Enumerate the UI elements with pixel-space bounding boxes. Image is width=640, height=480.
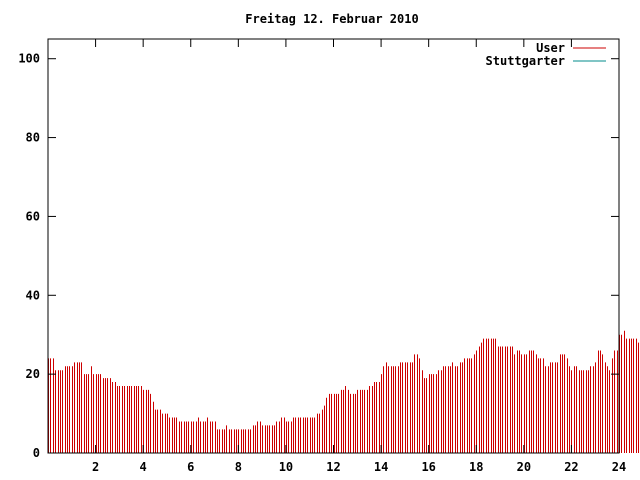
x-tick-label: 2 [92, 460, 99, 474]
legend-label: Stuttgarter [486, 54, 565, 68]
x-tick-label: 10 [279, 460, 293, 474]
x-tick-label: 20 [517, 460, 531, 474]
x-tick-label: 16 [421, 460, 435, 474]
x-tick-label: 14 [374, 460, 388, 474]
y-tick-label: 100 [18, 52, 40, 66]
y-tick-label: 20 [26, 367, 40, 381]
legend-label: User [536, 41, 565, 55]
chart-title: Freitag 12. Februar 2010 [245, 12, 418, 26]
bars [48, 330, 639, 453]
x-tick-label: 4 [140, 460, 147, 474]
x-tick-label: 24 [612, 460, 626, 474]
y-axis-ticks: 0 20 40 60 80 100 [18, 52, 619, 460]
y-tick-label: 60 [26, 209, 40, 223]
x-tick-label: 18 [469, 460, 483, 474]
x-tick-label: 6 [187, 460, 194, 474]
x-tick-label: 22 [564, 460, 578, 474]
y-tick-label: 40 [26, 288, 40, 302]
x-axis-ticks: 2 4 6 8 10 12 14 16 18 20 22 24 [92, 39, 626, 474]
y-tick-label: 0 [33, 446, 40, 460]
plot-frame [47, 38, 620, 454]
y-tick-label: 80 [26, 131, 40, 145]
x-tick-label: 12 [326, 460, 340, 474]
x-tick-label: 8 [235, 460, 242, 474]
